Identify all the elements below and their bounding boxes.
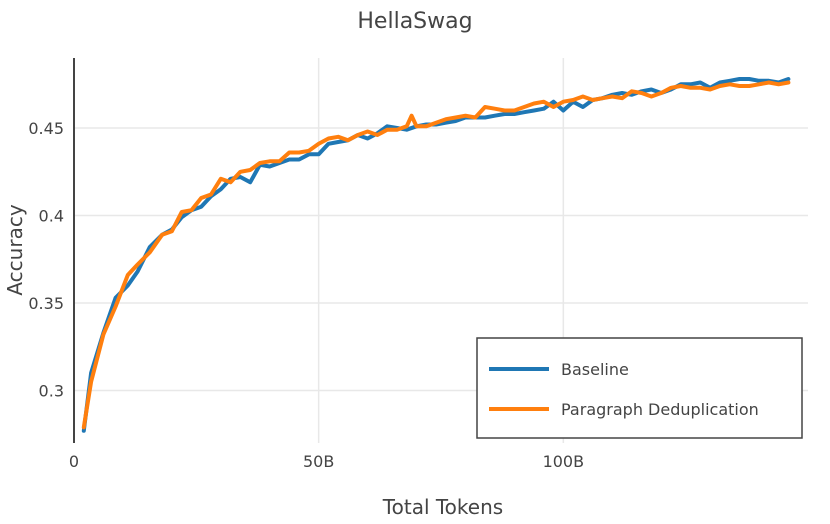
legend-box — [476, 337, 803, 439]
x-axis-label: Total Tokens — [382, 495, 503, 519]
legend: Baseline Paragraph Deduplication — [476, 337, 803, 439]
y-tick-labels: 0.3 0.35 0.4 0.45 — [28, 119, 64, 401]
series-line-paragraph-deduplication — [81, 80, 791, 430]
y-tick-label: 0.35 — [28, 294, 64, 313]
x-tick-label: 100B — [543, 452, 585, 471]
x-tick-label: 0 — [69, 452, 79, 471]
y-axis-label: Accuracy — [3, 204, 27, 295]
y-tick-label: 0.3 — [39, 382, 64, 401]
y-tick-label: 0.45 — [28, 119, 64, 138]
x-tick-labels: 0 50B 100B — [69, 452, 584, 471]
x-tick-label: 50B — [303, 452, 334, 471]
legend-label-paragraph-deduplication: Paragraph Deduplication — [561, 400, 759, 419]
y-tick-label: 0.4 — [39, 207, 64, 226]
legend-label-baseline: Baseline — [561, 360, 629, 379]
chart-title: HellaSwag — [357, 9, 472, 34]
series-lines — [81, 77, 791, 433]
